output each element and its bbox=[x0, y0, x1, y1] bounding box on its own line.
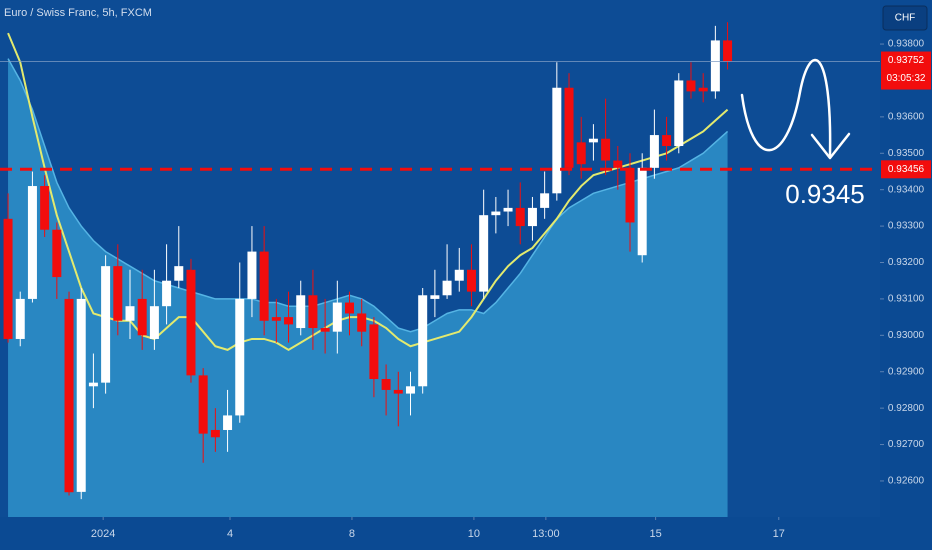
candle-body bbox=[540, 193, 550, 208]
candle-body bbox=[357, 313, 367, 332]
currency-button[interactable] bbox=[882, 5, 928, 31]
arrow-head bbox=[810, 132, 851, 160]
y-tick-label: 0.92900 bbox=[888, 366, 925, 377]
level-label: 0.93456 bbox=[888, 164, 925, 175]
chart-title: Euro / Swiss Franc, 5h, FXCM bbox=[4, 7, 152, 19]
y-tick-label: 0.93300 bbox=[888, 221, 925, 232]
candle-body bbox=[637, 167, 647, 256]
candle-body bbox=[430, 295, 440, 299]
candle-body bbox=[320, 328, 330, 332]
y-tick-label: 0.93100 bbox=[888, 294, 925, 305]
candle-body bbox=[552, 87, 562, 194]
y-tick-label: 0.92800 bbox=[888, 403, 925, 414]
candle-body bbox=[698, 87, 708, 92]
candle-body bbox=[308, 295, 318, 329]
area-edge bbox=[7, 58, 729, 333]
candle-body bbox=[101, 266, 111, 383]
y-tick-label: 0.93000 bbox=[888, 330, 925, 341]
candle-body bbox=[162, 280, 172, 307]
candle-body bbox=[113, 266, 123, 321]
countdown-label: 03:05:32 bbox=[887, 73, 926, 84]
candle-body bbox=[345, 302, 355, 314]
area-band bbox=[8, 58, 728, 517]
level-box bbox=[881, 160, 931, 179]
y-tick-label: 0.93500 bbox=[888, 148, 925, 159]
candle-body bbox=[223, 415, 233, 430]
candle-body bbox=[259, 251, 269, 321]
candle-body bbox=[418, 295, 428, 387]
candle-body bbox=[466, 269, 476, 292]
x-tick-label: 10 bbox=[468, 528, 480, 540]
candle-body bbox=[503, 207, 513, 212]
y-tick-label: 0.93600 bbox=[888, 112, 925, 123]
candle-body bbox=[88, 382, 98, 387]
candle-body bbox=[515, 207, 525, 227]
candle-body bbox=[198, 375, 208, 434]
candle-body bbox=[235, 298, 245, 416]
candle-body bbox=[442, 280, 452, 296]
x-tick-label: 2024 bbox=[91, 528, 115, 540]
candle-body bbox=[52, 229, 62, 278]
x-tick-label: 17 bbox=[773, 528, 785, 540]
y-tick-label: 0.93400 bbox=[888, 184, 925, 195]
candle-body bbox=[393, 389, 403, 394]
candle-body bbox=[454, 269, 464, 281]
x-tick-label: 4 bbox=[227, 528, 233, 540]
candle-body bbox=[381, 379, 391, 390]
x-tick-label: 8 bbox=[349, 528, 355, 540]
y-tick-label: 0.93200 bbox=[888, 257, 925, 268]
candle-body bbox=[149, 306, 159, 339]
candle-body bbox=[3, 218, 13, 339]
last-price-label: 0.93752 bbox=[888, 55, 925, 66]
y-tick-label: 0.92600 bbox=[888, 476, 925, 487]
candle-body bbox=[625, 167, 635, 223]
hand-drawn-arrow bbox=[740, 59, 832, 157]
candle-body bbox=[186, 269, 196, 376]
candle-body bbox=[601, 138, 611, 161]
level-annotation: 0.9345 bbox=[785, 179, 865, 209]
candle-body bbox=[479, 215, 489, 292]
candle-body bbox=[527, 207, 537, 227]
candle-body bbox=[40, 186, 50, 230]
currency-label: CHF bbox=[895, 13, 916, 24]
candle-body bbox=[405, 386, 415, 394]
candle-body bbox=[686, 80, 696, 92]
candle-body bbox=[125, 306, 135, 321]
candle-body bbox=[137, 298, 147, 336]
candle-body bbox=[27, 186, 37, 299]
candle-body bbox=[296, 295, 306, 329]
x-tick-label: 13:00 bbox=[532, 528, 560, 540]
candle-body bbox=[491, 211, 501, 216]
candle-body bbox=[662, 135, 672, 146]
candle-body bbox=[247, 251, 257, 299]
candle-body bbox=[174, 266, 184, 281]
price-axis bbox=[880, 0, 932, 550]
candle-body bbox=[564, 87, 574, 168]
y-tick-label: 0.92700 bbox=[888, 439, 925, 450]
candle-body bbox=[271, 317, 281, 321]
candle-body bbox=[710, 40, 720, 92]
candle-body bbox=[576, 142, 586, 165]
last-price-box bbox=[881, 51, 931, 90]
candle-body bbox=[284, 317, 294, 325]
candle-body bbox=[332, 302, 342, 332]
x-tick-label: 15 bbox=[649, 528, 661, 540]
candle-body bbox=[613, 160, 623, 168]
y-tick-label: 0.93800 bbox=[888, 39, 925, 50]
candle-body bbox=[76, 298, 86, 492]
candle-body bbox=[15, 298, 25, 339]
candle-body bbox=[369, 324, 379, 380]
candle-body bbox=[674, 80, 684, 146]
candle-body bbox=[723, 40, 733, 62]
candle-body bbox=[64, 298, 74, 493]
candle-body bbox=[588, 138, 598, 143]
candle-body bbox=[649, 135, 659, 168]
candle-body bbox=[210, 429, 220, 438]
